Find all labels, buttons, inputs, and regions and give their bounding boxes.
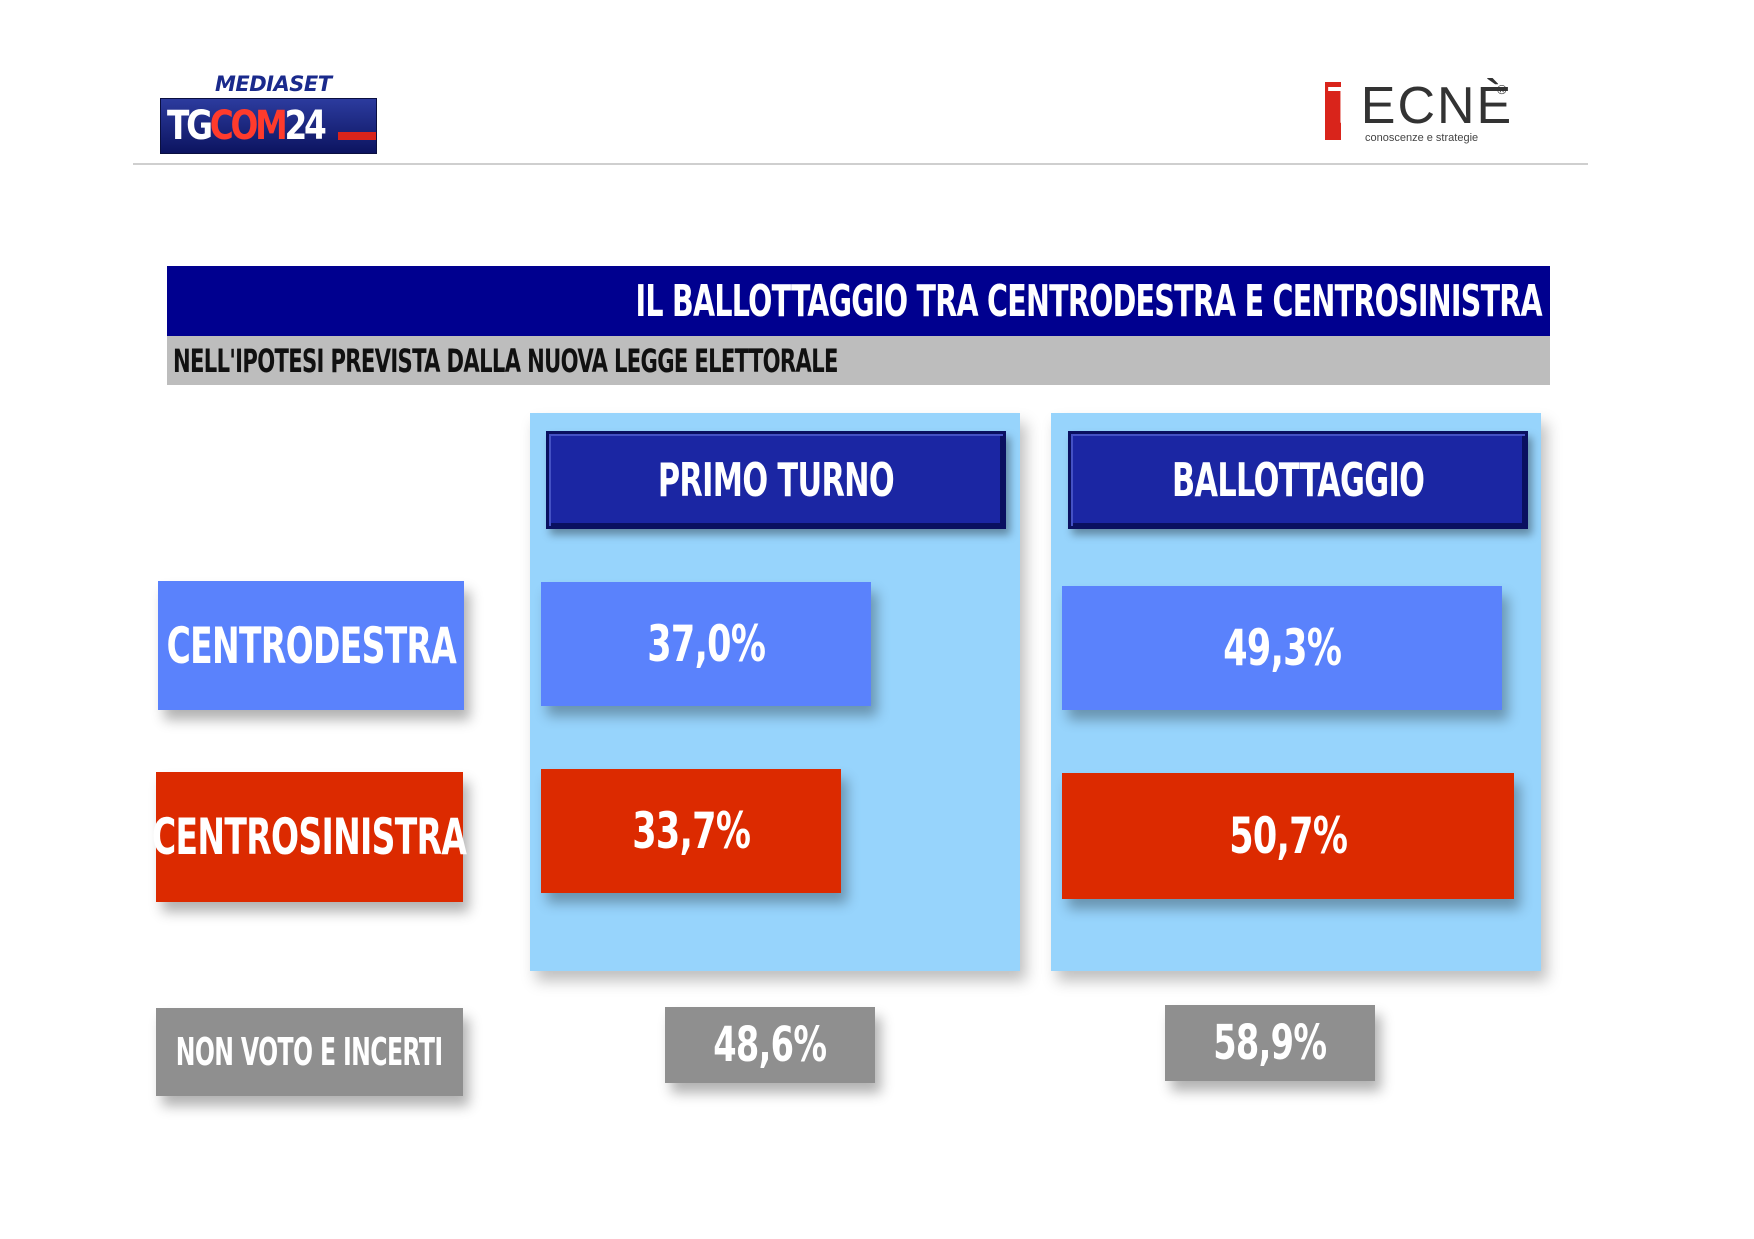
row-label-text: CENTRODESTRA xyxy=(166,616,456,675)
column-header-primo-turno: PRIMO TURNO xyxy=(546,431,1006,529)
value-non-voto-ballottaggio: 58,9% xyxy=(1165,1005,1375,1081)
value-text: 49,3% xyxy=(1223,619,1342,677)
tecne-logo-word: TECNÈ xyxy=(1327,77,1514,135)
mediaset-logo-text: MEDIASET xyxy=(215,72,332,96)
column-header-label: BALLOTTAGGIO xyxy=(1171,453,1425,507)
value-centrosinistra-ballottaggio: 50,7% xyxy=(1062,773,1514,899)
value-non-voto-primo-turno: 48,6% xyxy=(665,1007,875,1083)
value-centrosinistra-primo-turno: 33,7% xyxy=(541,769,841,893)
row-label-centrosinistra: CENTROSINISTRA xyxy=(152,772,467,902)
column-header-ballottaggio: BALLOTTAGGIO xyxy=(1068,431,1528,529)
column-header-label: PRIMO TURNO xyxy=(657,453,895,507)
value-text: 48,6% xyxy=(713,1017,827,1073)
value-centrodestra-primo-turno: 37,0% xyxy=(541,582,871,706)
registered-mark: ® xyxy=(1497,82,1507,97)
subtitle-bar: NELL'IPOTESI PREVISTA DALLA NUOVA LEGGE … xyxy=(167,336,1550,385)
row-label-text: CENTROSINISTRA xyxy=(152,808,467,866)
tecne-tagline: conoscenze e strategie xyxy=(1365,132,1479,144)
tgcom24-logo: MEDIASET TGCOM24 xyxy=(160,72,377,154)
value-text: 37,0% xyxy=(647,615,766,673)
row-label-non-voto: NON VOTO E INCERTI xyxy=(156,1008,463,1096)
row-label-text: NON VOTO E INCERTI xyxy=(176,1030,443,1074)
value-centrodestra-ballottaggio: 49,3% xyxy=(1062,586,1502,710)
row-label-centrodestra: CENTRODESTRA xyxy=(158,581,464,710)
value-text: 33,7% xyxy=(632,802,751,860)
title-bar: IL BALLOTTAGGIO TRA CENTRODESTRA E CENTR… xyxy=(167,266,1550,336)
value-text: 50,7% xyxy=(1229,807,1348,865)
tecne-logo: TECNÈ ® conoscenze e strategie xyxy=(1325,77,1525,148)
chart-title: IL BALLOTTAGGIO TRA CENTRODESTRA E CENTR… xyxy=(635,275,1543,327)
tgcom24-logo-box: TGCOM24 xyxy=(160,98,377,154)
value-text: 58,9% xyxy=(1213,1015,1327,1071)
header-divider xyxy=(133,163,1588,165)
tgcom24-logo-text: TGCOM24 xyxy=(167,103,327,149)
tecne-logo-square xyxy=(1325,82,1341,140)
chart-subtitle: NELL'IPOTESI PREVISTA DALLA NUOVA LEGGE … xyxy=(173,341,838,380)
tgcom24-logo-stripe xyxy=(338,132,376,140)
